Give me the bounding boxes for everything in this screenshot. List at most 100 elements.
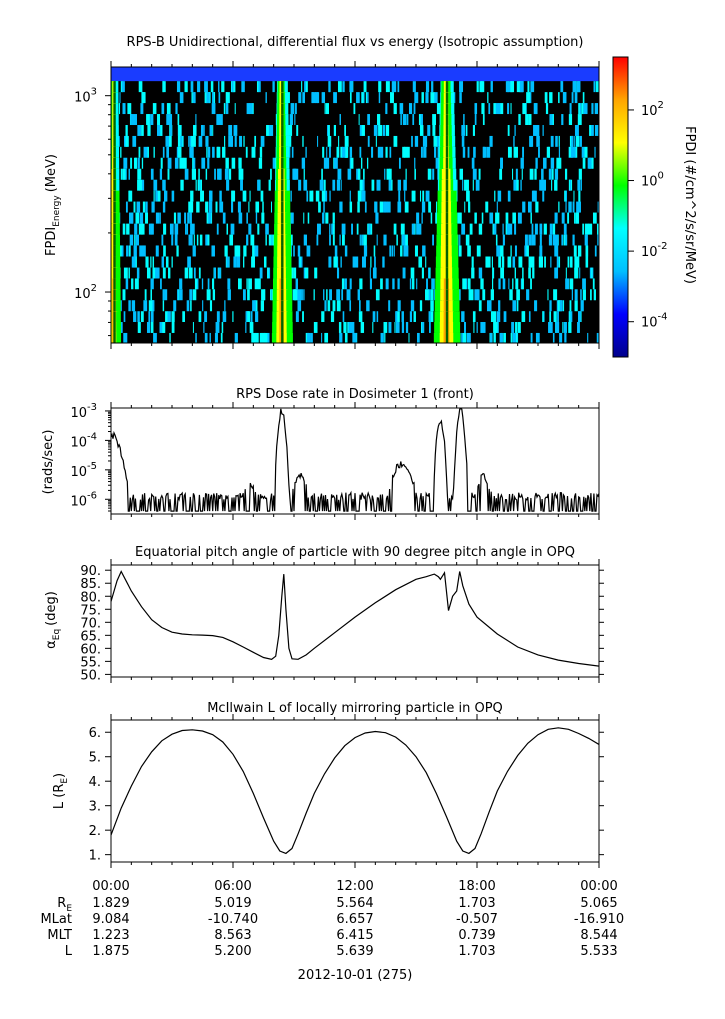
spectrogram-cell [294,114,296,126]
spectrogram-band-cell [451,103,455,115]
spectrogram-cell [542,190,545,202]
spectrogram-cell [342,311,345,323]
spectrogram-cell [150,311,154,323]
spectrogram-cell [126,245,129,257]
spectrogram-cell [498,256,501,268]
spectrogram-cell [459,168,464,180]
spectrogram-band-core [445,256,449,268]
spectrogram-cell [493,332,496,343]
spectrogram-band-cell [117,300,121,312]
spectrogram-cell [234,103,236,115]
spectrogram-cell [432,234,434,246]
spectrogram-band-cell [286,190,291,202]
spectrogram-cell [162,201,166,213]
spectrogram-cell [401,311,404,323]
spectrogram-cell [290,267,294,279]
spectrogram-band-cell [450,289,454,301]
spectrogram-cell [133,201,136,213]
spectrogram-cell [131,278,134,290]
spectrogram-cell [376,179,381,191]
spectrogram-cell [374,201,376,213]
spectrogram-cell [131,300,136,312]
spectrogram-band-core [113,300,116,312]
spectrogram-band-cell [289,311,293,323]
spectrogram-cell [342,234,345,246]
spectrogram-cell [582,157,586,169]
spectrogram-cell [228,168,232,180]
spectrogram-cell [212,125,214,136]
spectrogram-cell [169,223,174,235]
spectrogram-cell [241,81,245,93]
spectrogram-cell [582,92,585,104]
spectrogram-cell [135,212,140,224]
spectrogram-cell [160,157,163,169]
spectrogram-band-core [281,190,284,202]
spectrogram-cell [331,223,334,235]
spectrogram-cell [549,300,552,312]
spectrogram-cell [328,81,330,93]
spectrogram-cell [559,157,562,169]
spectrogram-cell [186,223,189,235]
spectrogram-cell [372,311,376,323]
spectrogram-cell [309,190,314,202]
spectrogram-cell [152,103,157,115]
spectrogram-cell [427,125,431,136]
spectrogram-cell [189,135,193,147]
spectrogram-cell [171,322,175,333]
spectrogram-cell [522,103,527,115]
spectrogram-band-cell [438,289,442,301]
spectrogram-cell [341,289,344,301]
spectrogram-cell [529,135,534,147]
spectrogram-cell [534,300,538,312]
spectrogram-cell [373,125,378,136]
spectrogram-cell [265,223,267,235]
spectrogram-band-cell [443,300,447,312]
spectrogram-cell [133,311,137,323]
spectrogram-cell [213,92,216,104]
panel3-ytick-label: 70. [80,616,101,631]
spectrogram-cell [198,135,203,147]
spectrogram-cell [268,125,272,136]
spectrogram-cell [192,168,197,180]
spectrogram-cell [288,125,293,136]
spectrogram-band-core [113,234,116,246]
spectrogram-cell [561,114,564,126]
spectrogram-cell [330,311,335,323]
spectrogram-cell [190,190,194,202]
spectrogram-cell [126,223,130,235]
spectrogram-cell [329,234,331,246]
spectrogram-band-cell [452,300,456,312]
spectrogram-band-core [445,278,449,290]
spectrogram-band-cell [116,168,120,180]
spectrogram-cell [490,212,494,224]
spectrogram-cell [514,245,517,257]
spectrogram-cell [490,311,493,323]
spectrogram-cell [324,300,327,312]
spectrogram-cell [478,223,483,235]
spectrogram-cell [461,135,465,147]
spectrogram-cell [424,135,428,147]
spectrogram-cell [260,332,265,343]
spectrogram-cell [384,168,386,180]
spectrogram-cell [375,135,377,147]
spectrogram-cell [342,81,345,93]
spectrogram-cell [219,201,224,213]
spectrogram-band-core [281,125,284,136]
panel3-ytick-label: 50. [80,668,101,683]
spectrogram-cell [249,190,251,202]
spectrogram-cell [578,311,581,323]
spectrogram-cell [137,322,141,333]
spectrogram-cell [189,146,194,158]
spectrogram-cell [125,278,129,290]
spectrogram-cell [494,190,496,202]
spectrogram-cell [408,103,413,115]
spectrogram-cell [242,190,247,202]
spectrogram-cell [552,234,556,246]
spectrogram-cell [568,146,573,158]
spectrogram-cell [520,157,524,169]
spectrogram-cell [425,256,427,268]
spectrogram-cell [254,135,257,147]
spectrogram-cell [327,125,330,136]
spectrogram-cell [317,135,319,147]
